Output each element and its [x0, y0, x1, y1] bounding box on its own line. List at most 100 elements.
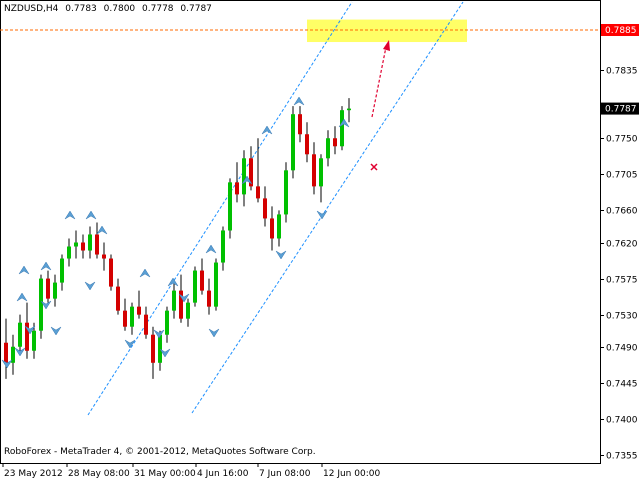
- time-tick-label: 4 Jun 16:00: [197, 469, 249, 479]
- candle-body: [228, 182, 232, 231]
- fractal-down-icon: [316, 210, 328, 220]
- price-tick-label: 0.7750: [606, 135, 638, 145]
- candle-body: [144, 314, 148, 335]
- copyright-footer: RoboForex - MetaTrader 4, © 2001-2012, M…: [4, 447, 316, 457]
- candle-body: [102, 254, 106, 259]
- candle-body: [263, 198, 267, 219]
- candle-body: [32, 330, 36, 351]
- fractal-up-icon: [205, 244, 217, 254]
- fractal-down-icon: [14, 347, 26, 357]
- fractal-down-icon: [24, 325, 36, 335]
- candle-body: [11, 346, 15, 363]
- price-tick-label: 0.7530: [606, 312, 638, 322]
- price-tick-label: 0.7400: [606, 416, 638, 426]
- symbol-info: NZDUSD,H4 0.7783 0.7800 0.7778 0.7787: [4, 4, 216, 14]
- candle-body: [333, 138, 337, 147]
- candle-body: [81, 242, 85, 251]
- candle-body: [67, 246, 71, 259]
- candle-body: [298, 114, 302, 135]
- candle-body: [326, 138, 330, 159]
- price-tick-label: 0.7835: [606, 67, 638, 77]
- fractal-up-icon: [64, 210, 76, 220]
- candle-body: [277, 214, 281, 239]
- candle-body: [235, 182, 239, 195]
- candle-body: [123, 310, 127, 327]
- candle-body: [214, 262, 218, 307]
- candle-body: [284, 170, 288, 215]
- candle-body: [179, 290, 183, 319]
- candle-body: [207, 290, 211, 307]
- candle-body: [291, 114, 295, 171]
- target-zone: [307, 19, 467, 43]
- candle-body: [186, 302, 190, 319]
- candle-body: [158, 334, 162, 363]
- candle-body: [116, 286, 120, 311]
- time-tick-label: 23 May 2012: [4, 469, 63, 479]
- candle-body: [25, 322, 29, 351]
- fractal-up-icon: [293, 96, 305, 106]
- candle-body: [39, 278, 43, 331]
- candle-body: [242, 158, 246, 195]
- candle-body: [137, 306, 141, 315]
- fractal-up-icon: [139, 268, 151, 278]
- price-tick-label: 0.7445: [606, 380, 638, 390]
- candle-body: [193, 270, 197, 303]
- candle-body: [305, 134, 309, 155]
- low-value: 0.7778: [142, 4, 174, 14]
- candle-body: [165, 310, 169, 335]
- fractal-down-icon: [50, 326, 62, 336]
- symbol-label: NZDUSD,H4: [4, 4, 59, 14]
- candle-body: [221, 230, 225, 263]
- fractal-down-icon: [275, 250, 287, 260]
- fractal-up-icon: [241, 175, 253, 185]
- price-tick-label: 0.7490: [606, 344, 638, 354]
- candle-body: [172, 290, 176, 311]
- candle-body: [319, 158, 323, 187]
- price-tick-label: 0.7660: [606, 207, 638, 217]
- fractal-up-icon: [96, 225, 108, 235]
- fractal-up-icon: [40, 261, 52, 271]
- price-tick-label: 0.7575: [606, 276, 638, 286]
- candle-body: [74, 242, 78, 247]
- fractal-up-icon: [16, 292, 28, 302]
- candle-body: [4, 342, 8, 363]
- time-tick-label: 7 Jun 08:00: [259, 469, 311, 479]
- fractal-up-icon: [338, 118, 350, 128]
- fractal-up-icon: [167, 277, 179, 287]
- target-price-label-bg: [601, 24, 639, 36]
- candle-body: [249, 158, 253, 187]
- time-tick-label: 28 May 08:00: [68, 469, 130, 479]
- candle-body: [312, 154, 316, 187]
- candle-body: [109, 258, 113, 287]
- fractal-down-icon: [208, 328, 220, 338]
- candle-body: [347, 108, 351, 111]
- close-value: 0.7787: [180, 4, 212, 14]
- candle-body: [200, 270, 204, 291]
- fractal-up-icon: [18, 265, 30, 275]
- fractal-down-icon: [178, 293, 190, 303]
- time-tick-label: 31 May 00:00: [134, 469, 196, 479]
- candle-body: [60, 258, 64, 283]
- current-price-label-bg: [601, 102, 639, 115]
- time-tick-label: 12 Jun 00:00: [323, 469, 380, 479]
- forecast-arrowhead-icon: [383, 40, 390, 51]
- price-tick-label: 0.7620: [606, 240, 638, 250]
- price-tick-label: 0.7705: [606, 171, 638, 181]
- candle-body: [130, 306, 134, 327]
- target-price-label: 0.7885: [605, 26, 637, 36]
- candle-body: [270, 218, 274, 239]
- fractal-up-icon: [261, 125, 273, 135]
- candle-body: [53, 282, 57, 299]
- fractal-down-icon: [124, 339, 136, 349]
- fractal-down-icon: [159, 348, 171, 358]
- candle-body: [95, 234, 99, 255]
- fractal-down-icon: [40, 300, 52, 310]
- fractal-down-icon: [84, 281, 96, 291]
- channel-lower-line: [191, 1, 464, 414]
- price-tick-label: 0.7355: [606, 452, 638, 462]
- high-value: 0.7800: [103, 4, 136, 14]
- open-value: 0.7783: [65, 4, 97, 14]
- candle-body: [340, 110, 344, 147]
